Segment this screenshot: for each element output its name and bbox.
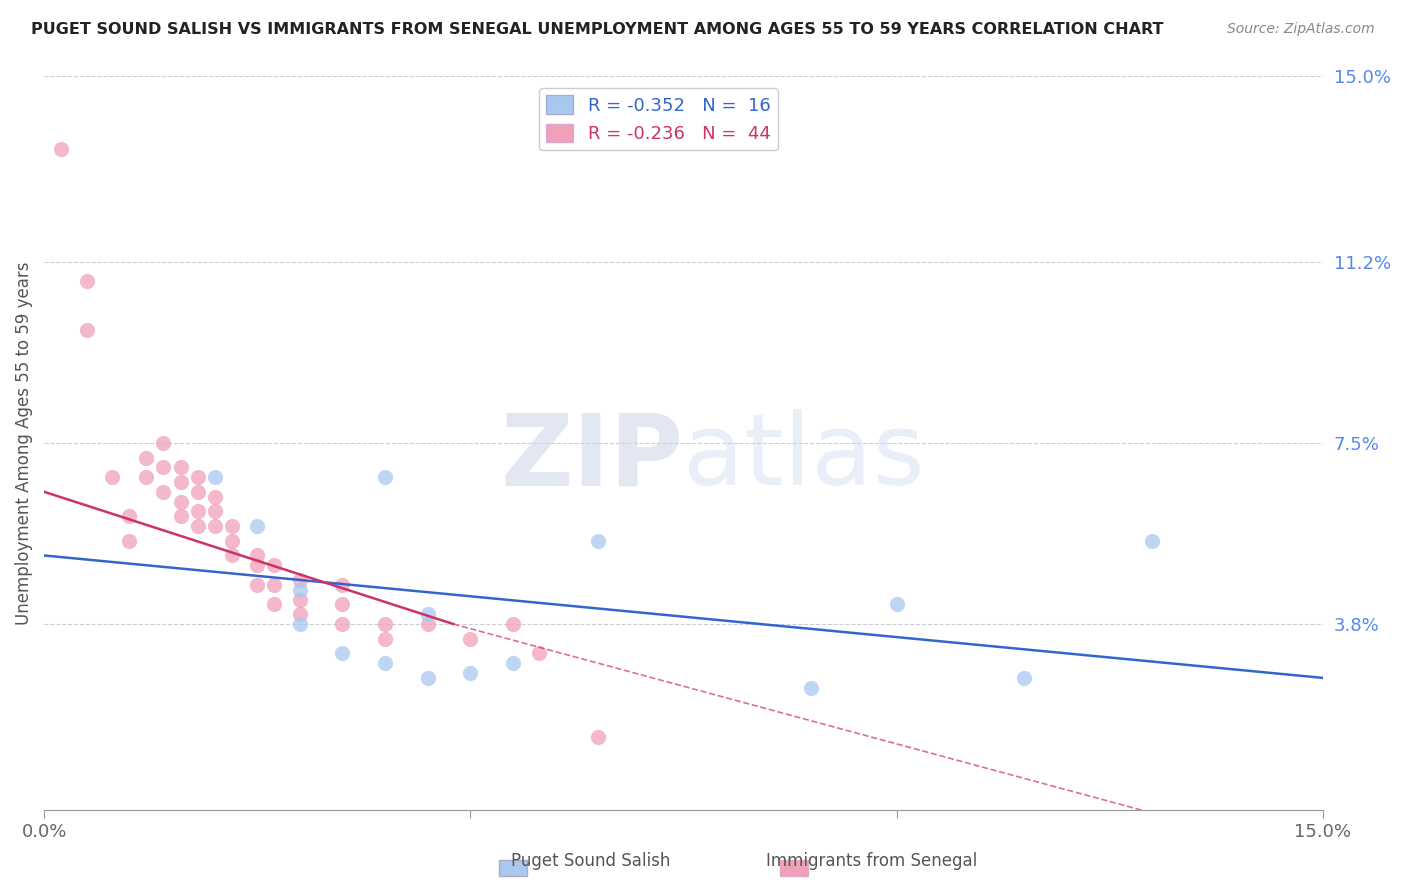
Point <box>374 617 396 632</box>
Point <box>332 647 354 661</box>
Y-axis label: Unemployment Among Ages 55 to 59 years: Unemployment Among Ages 55 to 59 years <box>15 261 32 624</box>
Point <box>263 578 285 592</box>
Point <box>187 519 209 533</box>
Point <box>76 274 98 288</box>
Point <box>187 470 209 484</box>
Point <box>1014 671 1036 685</box>
Point <box>246 549 269 563</box>
Point <box>1142 533 1164 548</box>
Point <box>187 504 209 518</box>
Point <box>263 598 285 612</box>
Point <box>886 598 908 612</box>
Text: atlas: atlas <box>683 409 925 506</box>
Point <box>416 671 439 685</box>
Point <box>416 617 439 632</box>
Point <box>288 617 311 632</box>
Point <box>288 607 311 622</box>
Point <box>169 494 191 508</box>
Point <box>118 509 141 524</box>
Point <box>460 665 482 680</box>
Point <box>76 323 98 337</box>
Point <box>169 509 191 524</box>
Point <box>187 484 209 499</box>
Point <box>502 657 524 671</box>
Point <box>246 558 269 573</box>
Text: Source: ZipAtlas.com: Source: ZipAtlas.com <box>1227 22 1375 37</box>
Point <box>221 549 243 563</box>
Point <box>49 142 72 156</box>
Point <box>460 632 482 646</box>
Point <box>263 558 285 573</box>
Point <box>169 475 191 489</box>
Point <box>502 617 524 632</box>
Point <box>416 607 439 622</box>
Point <box>332 617 354 632</box>
Point <box>586 730 609 744</box>
Point <box>169 460 191 475</box>
Point <box>204 470 226 484</box>
Point <box>152 460 174 475</box>
Point <box>101 470 124 484</box>
Point <box>332 598 354 612</box>
Point <box>118 533 141 548</box>
Point <box>527 647 550 661</box>
Point <box>246 519 269 533</box>
Point <box>221 519 243 533</box>
Point <box>152 435 174 450</box>
Point <box>204 504 226 518</box>
Point <box>246 578 269 592</box>
Legend: R = -0.352   N =  16, R = -0.236   N =  44: R = -0.352 N = 16, R = -0.236 N = 44 <box>538 88 778 151</box>
Point <box>374 470 396 484</box>
Point <box>374 657 396 671</box>
Point <box>288 592 311 607</box>
Point <box>221 533 243 548</box>
Point <box>800 681 823 695</box>
Point <box>135 450 157 465</box>
Point <box>152 484 174 499</box>
Point <box>288 573 311 587</box>
Text: ZIP: ZIP <box>501 409 683 506</box>
Point <box>586 533 609 548</box>
Text: Immigrants from Senegal: Immigrants from Senegal <box>766 852 977 870</box>
Point <box>332 578 354 592</box>
Text: Puget Sound Salish: Puget Sound Salish <box>510 852 671 870</box>
Point <box>204 490 226 504</box>
Text: PUGET SOUND SALISH VS IMMIGRANTS FROM SENEGAL UNEMPLOYMENT AMONG AGES 55 TO 59 Y: PUGET SOUND SALISH VS IMMIGRANTS FROM SE… <box>31 22 1163 37</box>
Point <box>204 519 226 533</box>
Point <box>374 632 396 646</box>
Point <box>288 582 311 597</box>
Point <box>135 470 157 484</box>
